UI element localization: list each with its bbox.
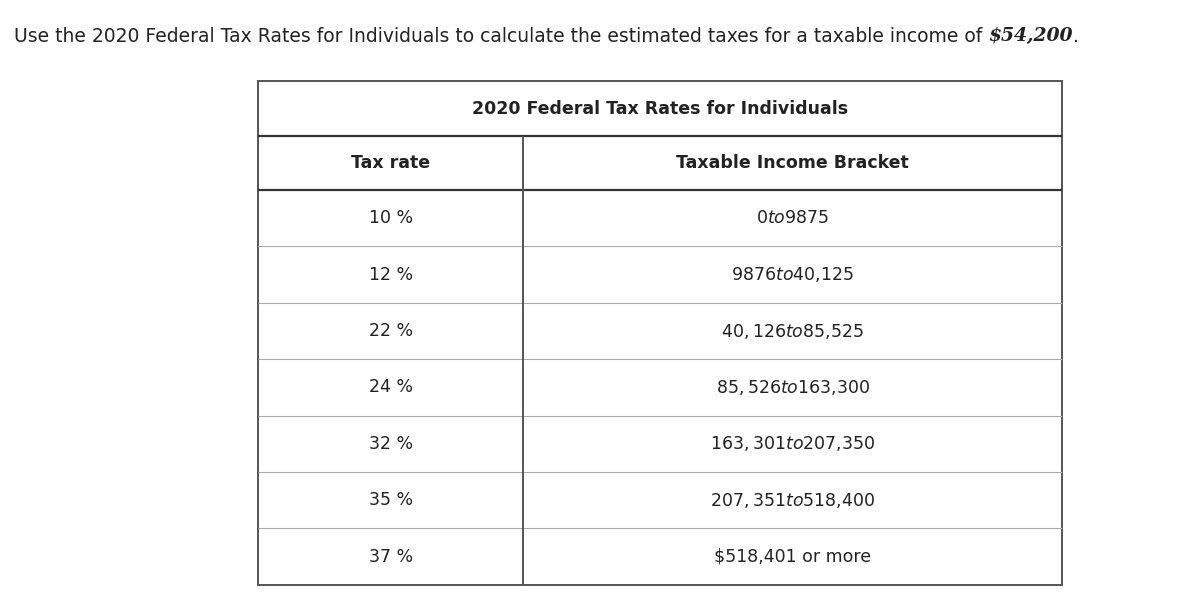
Text: $518,401 or more: $518,401 or more [714,548,871,566]
Text: 12 %: 12 % [368,265,413,283]
Text: 32 %: 32 % [368,435,413,453]
Text: $85,526 to $163,300: $85,526 to $163,300 [715,378,870,397]
Text: 22 %: 22 % [368,322,413,340]
Text: 24 %: 24 % [368,379,413,396]
Text: $0 to $9875: $0 to $9875 [756,209,829,227]
Text: 35 %: 35 % [368,491,413,510]
Text: $9876 to $40,125: $9876 to $40,125 [731,265,854,284]
Text: Use the 2020 Federal Tax Rates for Individuals to calculate the estimated taxes : Use the 2020 Federal Tax Rates for Indiv… [14,27,989,46]
Text: 37 %: 37 % [368,548,413,566]
Text: $40,126 to $85,525: $40,126 to $85,525 [721,321,864,341]
Text: 2020 Federal Tax Rates for Individuals: 2020 Federal Tax Rates for Individuals [472,99,848,118]
Text: $54,200: $54,200 [989,27,1073,45]
Text: Tax rate: Tax rate [352,154,431,172]
Text: $207,351 to $518,400: $207,351 to $518,400 [710,491,875,510]
Bar [258,81,1062,585]
Text: 10 %: 10 % [368,209,413,227]
Text: .: . [1073,27,1079,46]
Text: $163,301 to $207,350: $163,301 to $207,350 [710,434,875,453]
Text: Taxable Income Bracket: Taxable Income Bracket [677,154,910,172]
